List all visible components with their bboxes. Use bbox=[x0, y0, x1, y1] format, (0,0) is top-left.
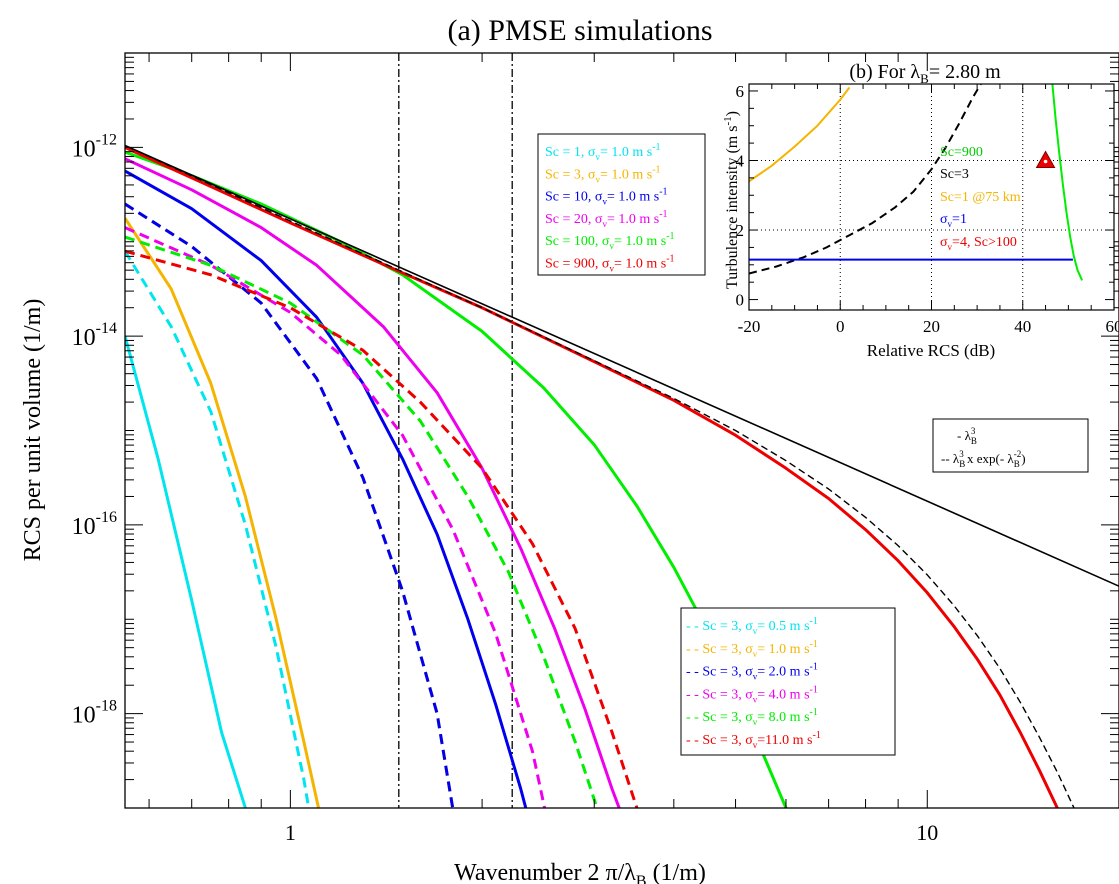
inset-x-tick-label: 40 bbox=[1014, 317, 1031, 336]
x-axis-label-main: Wavenumber 2 π/λ bbox=[454, 860, 636, 884]
series-line-6 bbox=[125, 250, 311, 808]
legend-entry: Sc = 1, σv= 1.0 m s-1 bbox=[545, 142, 661, 162]
inset-marker-dot bbox=[1043, 159, 1048, 164]
inset-annotation: Sc=3 bbox=[940, 167, 969, 182]
legend-entry: - - Sc = 3, σv=11.0 m s-1 bbox=[686, 730, 821, 750]
inset-annotation: σv=4, Sc>100 bbox=[940, 235, 1017, 252]
legend-bottom-box bbox=[680, 607, 896, 756]
x-axis-label: Wavenumber 2 π/λB (1/m) bbox=[454, 860, 706, 884]
inset-y-tick-label: 2 bbox=[736, 221, 745, 240]
series-line-11 bbox=[125, 249, 639, 808]
legend-black-line2: -- λB3 x exp(- λB-2) bbox=[941, 449, 1026, 469]
x-axis-label-unit: (1/m) bbox=[647, 860, 706, 884]
inset-y-tick-label: 6 bbox=[736, 82, 745, 101]
legend-entry: - - Sc = 3, σv= 2.0 m s-1 bbox=[686, 662, 818, 682]
legend-black: - λB3 -- λB3 x exp(- λB-2) bbox=[932, 418, 1089, 473]
legend-entry: - - Sc = 3, σv= 8.0 m s-1 bbox=[686, 707, 818, 727]
x-tick-label: 10 bbox=[916, 820, 938, 845]
legend-black-box bbox=[932, 418, 1089, 473]
y-tick-label: 10-16 bbox=[72, 509, 117, 540]
series-line-9 bbox=[125, 226, 547, 808]
y-tick-label: 10-18 bbox=[72, 698, 117, 729]
inset-marker-triangle bbox=[1035, 150, 1056, 168]
series-line-8 bbox=[125, 202, 455, 808]
inset-annotation: Sc=900 bbox=[940, 145, 983, 160]
inset-y-tick-label: 0 bbox=[736, 291, 745, 310]
y-tick-label: 10-12 bbox=[72, 131, 117, 162]
inset-series-line-0 bbox=[749, 86, 851, 183]
inset-title: (b) For λB= 2.80 m bbox=[849, 61, 1001, 86]
inset-y-label: Turbulence intensity (m s-1) bbox=[722, 111, 741, 289]
inset-content: -20 0 20 40 60 0 2 4 6 Sc=900 Sc=3 Sc=1 @75 km σv=1 σ… bbox=[736, 82, 1119, 336]
series-line-0 bbox=[125, 335, 247, 808]
legend-top: Sc = 1, σv= 1.0 m s-1Sc = 3, σv= 1.0 m s… bbox=[537, 133, 706, 276]
inset-y-tick-label: 4 bbox=[736, 151, 745, 170]
main-curves bbox=[125, 53, 1119, 808]
legend-entry: Sc = 3, σv= 1.0 m s-1 bbox=[545, 164, 661, 184]
legend-entry: - - Sc = 3, σv= 0.5 m s-1 bbox=[686, 616, 818, 636]
legend-black-line1: - λB3 bbox=[957, 426, 977, 446]
inset-annotation: σv=1 bbox=[940, 212, 967, 229]
y-axis-label: RCS per unit volume (1/m) bbox=[20, 299, 46, 562]
series-line-10 bbox=[125, 235, 599, 808]
series-line-2 bbox=[125, 169, 528, 808]
series-line-13 bbox=[125, 144, 1075, 808]
inset-x-tick-label: 0 bbox=[836, 317, 845, 336]
legend-top-box bbox=[537, 133, 706, 276]
legend-bottom: - - Sc = 3, σv= 0.5 m s-1 - - Sc = 3, σv=… bbox=[680, 607, 896, 756]
series-line-1 bbox=[125, 217, 321, 808]
inset-x-label: Relative RCS (dB) bbox=[867, 341, 995, 360]
inset-annotation: Sc=1 @75 km bbox=[940, 190, 1021, 205]
legend-entry: Sc = 20, σv= 1.0 m s-1 bbox=[545, 209, 668, 229]
inset-x-tick-label: 60 bbox=[1106, 317, 1119, 336]
legend-entry: - - Sc = 3, σv= 4.0 m s-1 bbox=[686, 684, 818, 704]
x-axis-label-sub: B bbox=[636, 873, 647, 884]
series-line-12 bbox=[125, 144, 1119, 587]
legend-entry: Sc = 10, σv= 1.0 m s-1 bbox=[545, 187, 668, 207]
y-tick-label: 10-14 bbox=[72, 320, 117, 351]
inset-chart: -20 0 20 40 60 0 2 4 6 Sc=900 Sc=3 Sc=1 @75 km σv=1 σ… bbox=[722, 61, 1119, 360]
legend-entry: Sc = 100, σv= 1.0 m s-1 bbox=[545, 231, 675, 251]
inset-curves bbox=[749, 84, 1084, 281]
inset-series-line-2 bbox=[1051, 84, 1084, 281]
inset-series-line-1 bbox=[749, 84, 982, 275]
series-line-3 bbox=[125, 157, 621, 808]
legend-entry: Sc = 900, σv= 1.0 m s-1 bbox=[545, 254, 675, 274]
figure-title: (a) PMSE simulations bbox=[447, 14, 712, 47]
inset-x-tick-label: -20 bbox=[738, 317, 761, 336]
x-tick-label: 1 bbox=[285, 820, 296, 845]
inset-x-tick-label: 20 bbox=[923, 317, 940, 336]
legend-entry: - - Sc = 3, σv= 1.0 m s-1 bbox=[686, 639, 818, 659]
